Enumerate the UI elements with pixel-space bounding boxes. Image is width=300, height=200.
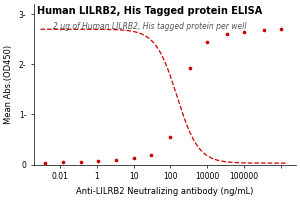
X-axis label: Anti-LILRB2 Neutralizing antibody (ng/mL): Anti-LILRB2 Neutralizing antibody (ng/mL… bbox=[76, 187, 254, 196]
Point bbox=[60, 161, 65, 164]
Point bbox=[131, 157, 136, 160]
Point bbox=[149, 153, 154, 156]
Point bbox=[205, 40, 210, 43]
Point bbox=[261, 29, 266, 32]
Point bbox=[78, 160, 83, 163]
Text: 2 μg of Human LILRB2, His tagged protein per well: 2 μg of Human LILRB2, His tagged protein… bbox=[53, 22, 247, 31]
Point bbox=[168, 135, 173, 139]
Y-axis label: Mean Abs.(OD450): Mean Abs.(OD450) bbox=[4, 45, 13, 124]
Point bbox=[242, 30, 247, 33]
Text: Human LILRB2, His Tagged protein ELISA: Human LILRB2, His Tagged protein ELISA bbox=[38, 6, 262, 16]
Point bbox=[43, 161, 47, 164]
Point bbox=[224, 33, 229, 36]
Point bbox=[279, 28, 283, 31]
Point bbox=[96, 159, 101, 162]
Point bbox=[113, 158, 118, 161]
Point bbox=[187, 67, 192, 70]
